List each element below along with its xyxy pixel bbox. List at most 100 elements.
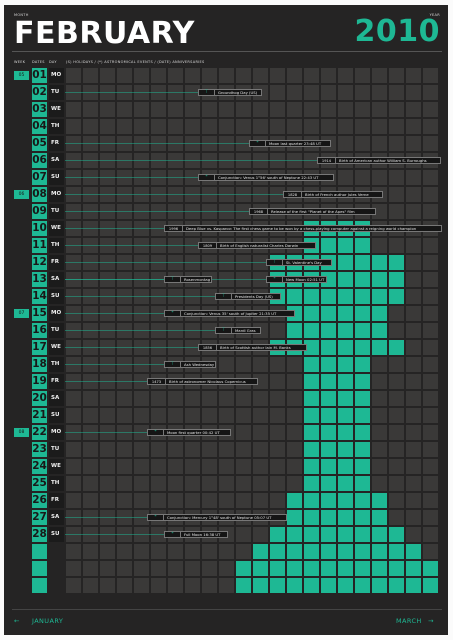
grid-cell <box>185 544 200 559</box>
grid-cell <box>202 493 217 508</box>
anniversary-year: 1473 <box>148 378 166 385</box>
grid-cell <box>355 272 370 287</box>
grid-cell <box>389 459 404 474</box>
grid-cell <box>83 442 98 457</box>
grid-cell <box>338 170 353 185</box>
grid-cell <box>372 561 387 576</box>
day-name: WE <box>49 459 64 474</box>
grid-cell <box>321 340 336 355</box>
grid-cell <box>236 442 251 457</box>
day-name: MO <box>49 306 64 321</box>
grid-cell <box>423 119 438 134</box>
week-column-header: WEEK <box>14 60 26 64</box>
grid-cell <box>117 578 132 593</box>
event-text: Conjunction: Mercury 1°48' south of Nept… <box>167 514 272 520</box>
grid-cell <box>321 68 336 83</box>
grid-cell <box>100 68 115 83</box>
week-number: 07 <box>14 309 29 318</box>
grid-cell <box>423 493 438 508</box>
grid-cell <box>100 102 115 117</box>
grid-cell <box>355 459 370 474</box>
date-number: 11 <box>32 238 47 253</box>
grid-cell <box>304 289 319 304</box>
grid-cell <box>168 561 183 576</box>
grid-cell <box>168 544 183 559</box>
grid-cell <box>185 476 200 491</box>
grid-cell <box>287 510 302 525</box>
grid-cell <box>304 323 319 338</box>
grid-cell <box>287 544 302 559</box>
grid-cell <box>304 391 319 406</box>
grid-cell <box>270 323 285 338</box>
day-name: TH <box>49 238 64 253</box>
event-label: 1914 Birth of American author William S. … <box>317 157 442 164</box>
grid-cell <box>168 578 183 593</box>
grid-cell <box>270 68 285 83</box>
prev-month-arrow-icon[interactable]: ← <box>14 617 20 625</box>
grid-cell <box>151 408 166 423</box>
grid-cell <box>372 510 387 525</box>
grid-cell <box>100 493 115 508</box>
grid-cell <box>287 357 302 372</box>
day-name: TU <box>49 323 64 338</box>
grid-cell <box>236 391 251 406</box>
grid-cell <box>338 85 353 100</box>
event-label: 1809 Birth of English naturalist Charles … <box>198 242 316 249</box>
grid-cell <box>389 442 404 457</box>
date-number: 10 <box>32 221 47 236</box>
grid-cell <box>321 306 336 321</box>
date-number: 01 <box>32 68 47 83</box>
day-name: TH <box>49 119 64 134</box>
grid-cell <box>338 306 353 321</box>
grid-cell <box>355 357 370 372</box>
grid-cell <box>236 68 251 83</box>
grid-cell <box>219 493 234 508</box>
event-label: ⊤ Rosenmontag <box>164 276 212 283</box>
grid-cell <box>389 323 404 338</box>
grid-cell <box>423 357 438 372</box>
prev-month-link[interactable]: JANUARY <box>32 617 64 625</box>
event-label: * New Moon 02:51 UT <box>266 276 328 283</box>
grid-cell <box>423 102 438 117</box>
grid-cell <box>372 425 387 440</box>
grid-cell <box>202 102 217 117</box>
grid-cell <box>406 272 421 287</box>
grid-cell <box>423 391 438 406</box>
astronomical-event-icon: * <box>165 531 181 538</box>
grid-cell <box>389 391 404 406</box>
grid-cell <box>202 391 217 406</box>
next-month-link[interactable]: MARCH <box>396 617 422 625</box>
calendar-grid: 01 MO 02 TU 03 WE 04 TH 05 FR 06 SA 07 SU 08 MO 09 TU 10 WE… <box>4 5 448 635</box>
grid-cell <box>355 425 370 440</box>
grid-cell <box>321 527 336 542</box>
grid-cell <box>117 102 132 117</box>
grid-cell <box>134 578 149 593</box>
grid-cell <box>355 578 370 593</box>
event-label: ⊤ Ash Wednesday <box>164 361 217 368</box>
grid-cell <box>168 476 183 491</box>
grid-cell <box>287 476 302 491</box>
grid-cell <box>117 68 132 83</box>
next-month-arrow-icon[interactable]: → <box>428 617 434 625</box>
grid-cell <box>389 68 404 83</box>
event-label: 1968 Release of the first "Planet of the … <box>249 208 376 215</box>
event-label: ⊤ Groundhog Day (US) <box>198 89 262 96</box>
grid-cell <box>219 544 234 559</box>
grid-cell <box>134 544 149 559</box>
date-number: 22 <box>32 425 47 440</box>
grid-cell <box>287 119 302 134</box>
grid-cell <box>66 544 81 559</box>
grid-cell <box>389 357 404 372</box>
grid-cell <box>423 374 438 389</box>
grid-cell <box>287 289 302 304</box>
grid-cell <box>202 119 217 134</box>
grid-cell <box>66 102 81 117</box>
grid-cell <box>372 238 387 253</box>
grid-cell <box>117 561 132 576</box>
date-number: 17 <box>32 340 47 355</box>
date-number: 28 <box>32 527 47 542</box>
grid-cell <box>355 289 370 304</box>
grid-cell <box>253 68 268 83</box>
grid-cell <box>219 561 234 576</box>
grid-cell <box>406 357 421 372</box>
